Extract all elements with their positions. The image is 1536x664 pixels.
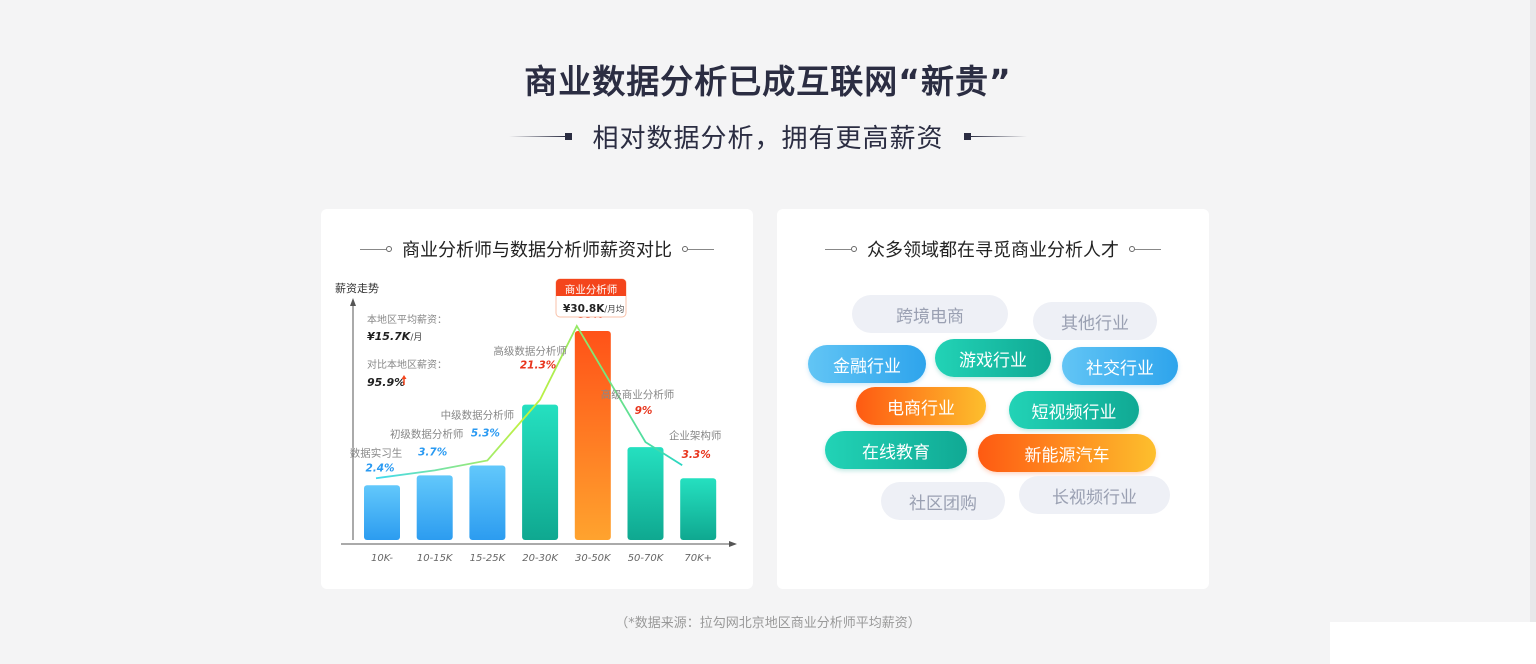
callout-unit: /月均	[604, 304, 624, 315]
tag-cross-border-ecommerce: 跨境电商	[852, 295, 1008, 333]
bar-name-label-3: 高级数据分析师	[493, 345, 566, 358]
industries-card: 众多领域都在寻觅商业分析人才 跨境电商 其他行业 金融行业 游戏行业 社交行业 …	[777, 209, 1209, 589]
compare-label: 对比本地区薪资：	[367, 358, 447, 371]
x-tick-label-1: 10-15K	[417, 553, 454, 564]
callout-value-text: ¥30.8K/月均	[563, 303, 624, 315]
scrollbar-track[interactable]	[1530, 0, 1536, 664]
bar-6	[680, 478, 717, 540]
title-dot-right	[682, 246, 688, 252]
bar-5	[627, 447, 664, 540]
title-line-left	[825, 248, 851, 250]
local-avg-unit: /月	[410, 332, 422, 343]
bar-0	[364, 485, 400, 540]
tag-long-video: 长视频行业	[1019, 476, 1170, 514]
tag-new-energy-vehicles: 新能源汽车	[978, 434, 1156, 472]
page-subtitle: 相对数据分析，拥有更高薪资	[592, 123, 944, 154]
title-dot-right	[1129, 246, 1135, 252]
bar-2	[469, 465, 506, 540]
trend-line	[375, 324, 683, 480]
title-line-right	[688, 248, 714, 250]
bars-group	[364, 330, 717, 540]
tag-ecommerce: 电商行业	[856, 387, 986, 425]
title-line-left	[360, 248, 386, 250]
x-tick-label-4: 30-50K	[575, 553, 612, 564]
value-label-3: 21.3%	[520, 360, 556, 372]
salary-comparison-card: 商业分析师与数据分析师薪资对比 薪资走势 本地区平均薪资： ¥15.7K	[321, 209, 753, 589]
bar-1	[416, 475, 453, 540]
value-label-1: 3.7%	[418, 446, 447, 458]
callout-value: ¥30.8K	[563, 303, 605, 315]
bar-3	[522, 404, 559, 540]
title-line-right	[1135, 248, 1161, 250]
industries-card-title: 众多领域都在寻觅商业分析人才	[867, 240, 1119, 261]
x-tick-label-3: 20-30K	[522, 553, 559, 564]
local-avg-value-text: ¥15.7K/月	[367, 330, 422, 343]
bar-name-label-1: 初级数据分析师	[390, 427, 464, 440]
tag-community-group-buying: 社区团购	[881, 482, 1005, 520]
compare-value: 95.9%	[367, 376, 405, 389]
value-label-2: 5.3%	[471, 427, 500, 439]
subtitle-square-left	[565, 132, 573, 140]
callout-title: 商业分析师	[565, 283, 618, 296]
salary-card-title: 商业分析师与数据分析师薪资对比	[402, 240, 672, 261]
bar-name-label-0: 数据实习生	[350, 446, 403, 459]
tag-other-industries: 其他行业	[1033, 302, 1157, 340]
y-axis-arrow	[350, 298, 356, 306]
subtitle-row: 相对数据分析，拥有更高薪资	[0, 118, 1536, 154]
x-tick-label-0: 10K-	[371, 553, 393, 564]
y-axis-label: 薪资走势	[335, 282, 379, 295]
tag-finance: 金融行业	[808, 345, 926, 383]
local-avg-label: 本地区平均薪资：	[367, 313, 447, 326]
card-title-row: 商业分析师与数据分析师薪资对比	[321, 237, 753, 261]
subtitle-square-right	[963, 132, 971, 140]
tag-social: 社交行业	[1062, 347, 1178, 385]
bar-4	[574, 330, 611, 540]
x-tick-label-6: 70K+	[684, 553, 712, 564]
value-label-0: 2.4%	[365, 462, 394, 474]
callout-box: 商业分析师 ¥30.8K/月均	[555, 278, 627, 318]
salary-bar-chart: 薪资走势 本地区平均薪资： ¥15.7K/月 对比本地区薪资： 95.9% 10…	[335, 278, 737, 564]
tag-short-video: 短视频行业	[1009, 391, 1139, 429]
value-label-5: 9%	[635, 405, 653, 417]
x-axis-arrow	[729, 541, 737, 547]
title-dot-left	[851, 246, 857, 252]
subtitle-line-right	[970, 135, 1027, 137]
data-source-note: （*数据来源：拉勾网北京地区商业分析师平均薪资）	[615, 616, 921, 631]
bar-name-label-2: 中级数据分析师	[441, 408, 515, 421]
x-tick-label-2: 15-25K	[470, 553, 507, 564]
labels-group: 10K- 10-15K 15-25K 20-30K 30-50K 50-70K 70K+ 2.…	[350, 309, 722, 564]
arrow-up-icon	[401, 375, 407, 385]
subtitle-line-left	[509, 135, 566, 137]
title-dot-left	[386, 246, 392, 252]
tag-gaming: 游戏行业	[935, 339, 1051, 377]
value-label-6: 3.3%	[682, 449, 711, 461]
page-title: 商业数据分析已成互联网“新贵”	[524, 62, 1012, 101]
bar-name-label-6: 企业架构师	[669, 429, 722, 442]
x-tick-label-5: 50-70K	[628, 553, 665, 564]
local-avg-value: ¥15.7K	[367, 330, 412, 343]
corner-panel	[1330, 622, 1536, 664]
bar-name-label-5: 高级商业分析师	[601, 388, 675, 401]
tag-online-education: 在线教育	[825, 431, 967, 469]
card-title-row: 众多领域都在寻觅商业分析人才	[777, 237, 1209, 261]
